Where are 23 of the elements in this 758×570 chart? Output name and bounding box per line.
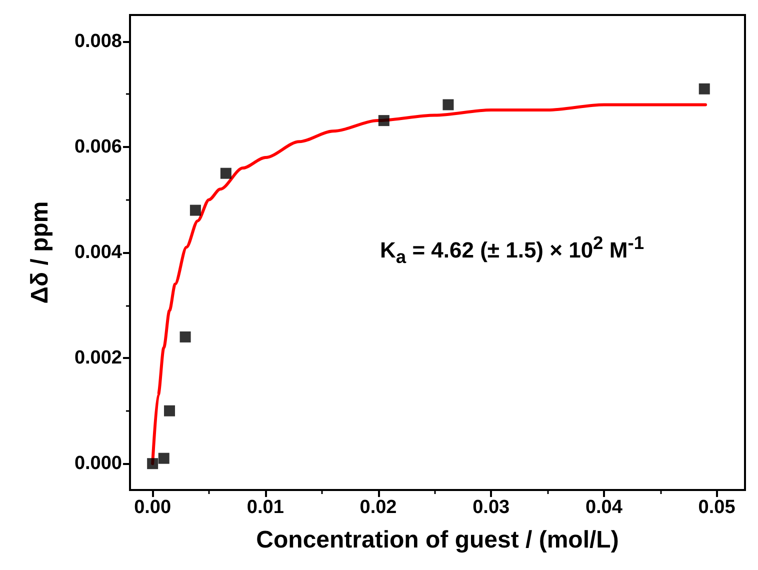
x-axis-title: Concentration of guest / (mol/L) — [256, 526, 619, 554]
y-tick-label: 0.004 — [74, 242, 122, 263]
point — [442, 99, 454, 110]
x-tick-label: 0.01 — [246, 497, 284, 518]
x-tick-label: 0.03 — [472, 497, 510, 518]
x-tick-label: 0.04 — [585, 497, 623, 518]
point — [378, 115, 390, 126]
point — [147, 458, 158, 470]
point — [158, 452, 170, 464]
point — [164, 405, 175, 416]
annotation: K$_{a}$ = 4.62 (± 1.5) × 10$^{2}$ M$^{-1}$ — [380, 232, 644, 268]
y-tick-label: 0.000 — [74, 453, 122, 474]
y-tick-label: 0.002 — [74, 348, 122, 369]
point — [698, 83, 710, 94]
y-axis-title: Δδ / ppm — [26, 201, 54, 304]
x-tick-label: 0.05 — [698, 497, 736, 518]
point — [190, 204, 201, 216]
x-tick-label: 0.02 — [360, 497, 397, 518]
x-tick-label: 0.00 — [134, 497, 172, 518]
y-tick-label: 0.008 — [74, 30, 122, 52]
point — [220, 168, 232, 179]
point — [180, 331, 191, 342]
y-tick-label: 0.006 — [74, 136, 122, 158]
